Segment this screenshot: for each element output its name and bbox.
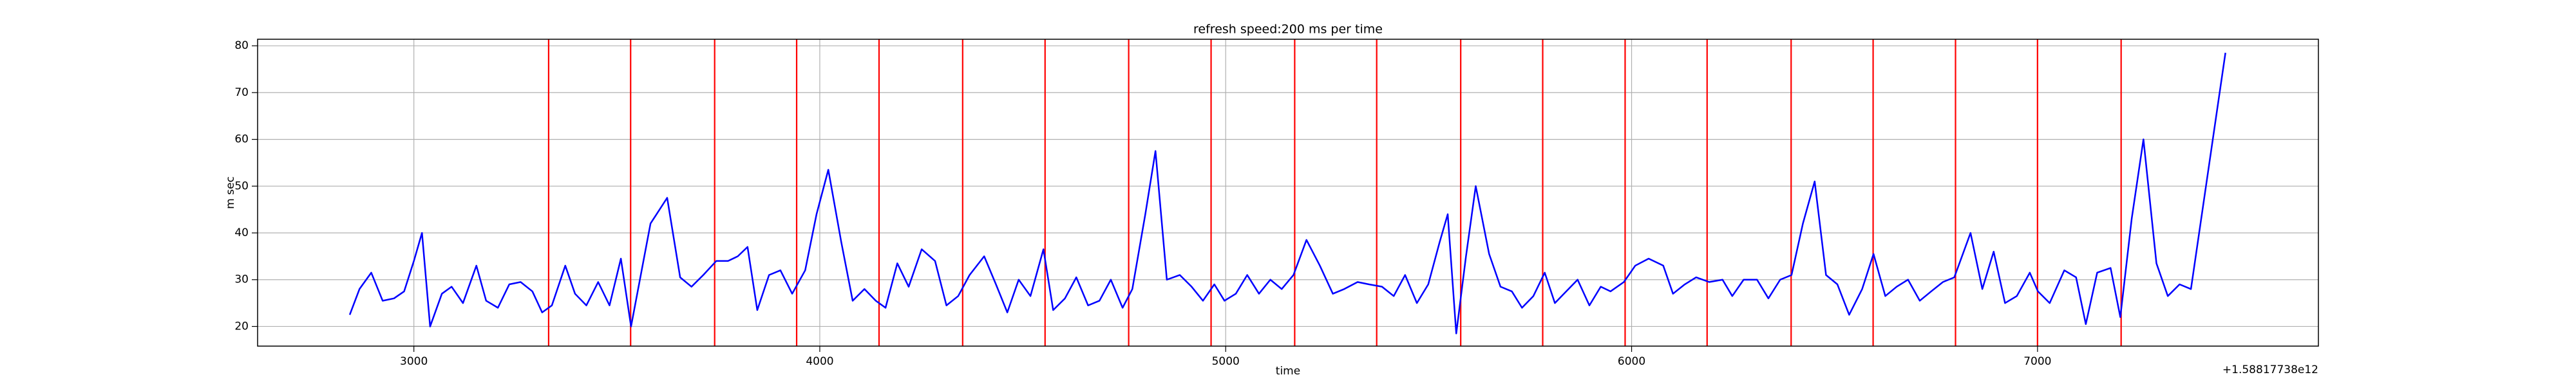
x-tick-label: 3000 (400, 355, 428, 368)
x-tick-label: 7000 (2023, 355, 2051, 368)
y-tick-label: 50 (234, 179, 249, 192)
y-tick-label: 40 (234, 226, 249, 239)
chart-title: refresh speed:200 ms per time (1193, 23, 1383, 37)
data-line (348, 52, 2226, 335)
y-tick-label: 70 (234, 86, 249, 99)
x-tick-label: 4000 (806, 355, 833, 368)
y-tick-label: 20 (234, 320, 249, 333)
plot-frame (257, 39, 2319, 347)
y-tick-label: 30 (234, 273, 249, 286)
x-tick-label: 6000 (1618, 355, 1645, 368)
x-tick-label: 5000 (1212, 355, 1240, 368)
x-axis-label: time (1276, 365, 1300, 378)
y-tick-label: 60 (234, 133, 249, 146)
y-tick-label: 80 (234, 39, 249, 52)
x-offset-label: +1.58817738e12 (2222, 363, 2318, 376)
y-axis-label: m sec (224, 176, 237, 209)
